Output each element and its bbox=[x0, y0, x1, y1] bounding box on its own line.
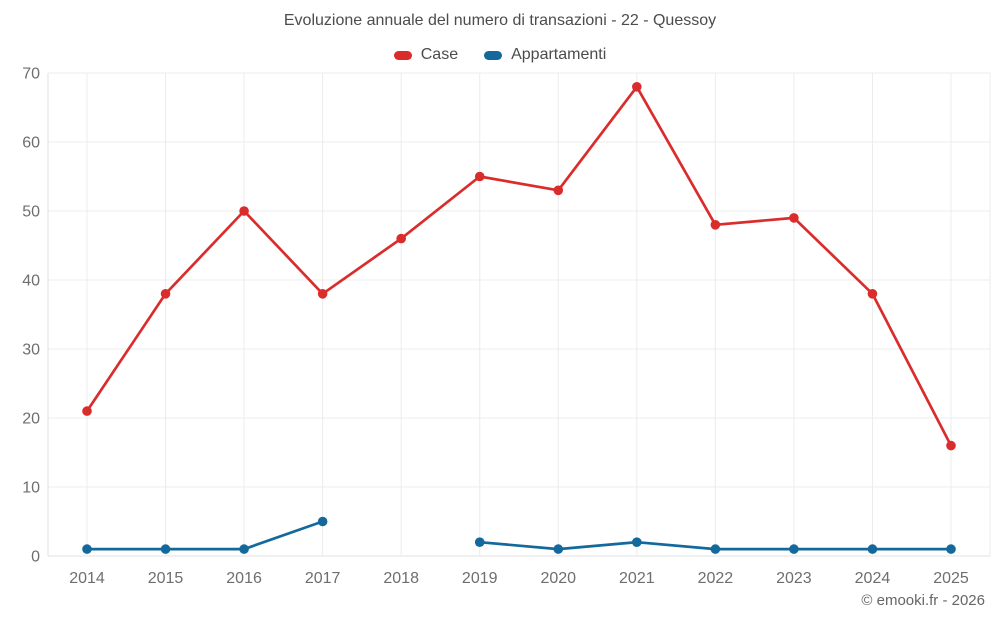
legend-item-appartamenti[interactable]: Appartamenti bbox=[484, 46, 606, 64]
data-point-appartamenti-2020 bbox=[553, 544, 564, 554]
data-point-case-2023 bbox=[789, 213, 799, 223]
data-point-appartamenti-2019 bbox=[474, 537, 485, 547]
data-point-case-2024 bbox=[867, 289, 878, 299]
data-point-case-2018 bbox=[396, 233, 406, 244]
data-point-appartamenti-2017 bbox=[317, 516, 328, 527]
data-point-appartamenti-2024 bbox=[867, 544, 878, 554]
y-axis-tick-label: 70 bbox=[22, 66, 40, 83]
data-point-case-2022 bbox=[710, 220, 721, 230]
data-point-appartamenti-2025 bbox=[946, 544, 956, 554]
legend-label-appartamenti: Appartamenti bbox=[511, 46, 607, 63]
data-point-case-2014 bbox=[82, 406, 92, 416]
data-point-case-2025 bbox=[946, 440, 956, 451]
data-point-case-2015 bbox=[160, 289, 171, 299]
x-axis-tick-label: 2014 bbox=[69, 570, 105, 587]
legend-item-case[interactable]: Case bbox=[393, 46, 459, 64]
data-point-case-2016 bbox=[239, 206, 249, 216]
x-axis-tick-label: 2025 bbox=[933, 570, 969, 587]
data-point-case-2019 bbox=[474, 171, 485, 182]
y-axis-tick-label: 10 bbox=[22, 480, 40, 497]
y-axis-tick-label: 20 bbox=[22, 411, 40, 428]
series-line-case bbox=[85, 85, 953, 447]
y-axis-tick-label: 40 bbox=[22, 273, 40, 290]
data-point-appartamenti-2021 bbox=[632, 537, 642, 547]
x-axis-tick-label: 2020 bbox=[540, 570, 576, 587]
data-point-appartamenti-2022 bbox=[710, 544, 721, 554]
copyright-text: © emooki.fr - 2026 bbox=[861, 592, 985, 609]
x-axis-tick-label: 2017 bbox=[305, 570, 341, 587]
chart-title: Evoluzione annuale del numero di transaz… bbox=[283, 12, 717, 29]
x-axis-tick-label: 2019 bbox=[462, 570, 498, 587]
data-point-case-2017 bbox=[317, 289, 328, 299]
chart-legend: Case Appartamenti bbox=[0, 46, 1000, 64]
y-axis-tick-label: 0 bbox=[31, 549, 40, 566]
data-point-appartamenti-2014 bbox=[82, 544, 92, 554]
data-point-appartamenti-2023 bbox=[789, 544, 799, 554]
data-point-appartamenti-2016 bbox=[239, 544, 249, 554]
data-point-case-2021 bbox=[632, 82, 642, 92]
x-axis-tick-label: 2015 bbox=[148, 570, 184, 587]
x-axis-tick-label: 2023 bbox=[776, 570, 812, 587]
y-axis-tick-label: 30 bbox=[22, 342, 40, 359]
legend-label-case: Case bbox=[420, 46, 459, 63]
x-axis-tick-label: 2024 bbox=[855, 570, 891, 587]
y-axis-tick-label: 60 bbox=[22, 135, 40, 152]
y-axis-tick-label: 50 bbox=[22, 204, 40, 221]
x-axis-tick-label: 2016 bbox=[226, 570, 262, 587]
data-point-case-2020 bbox=[553, 185, 564, 196]
x-axis-tick-label: 2018 bbox=[383, 570, 419, 587]
appartamenti-series-swatch-icon bbox=[484, 50, 503, 60]
data-point-appartamenti-2015 bbox=[160, 544, 171, 554]
x-axis-tick-label: 2021 bbox=[619, 570, 655, 587]
case-series-swatch-icon bbox=[393, 50, 412, 60]
x-axis-tick-label: 2022 bbox=[698, 570, 734, 587]
series-line-appartamenti bbox=[85, 520, 324, 551]
